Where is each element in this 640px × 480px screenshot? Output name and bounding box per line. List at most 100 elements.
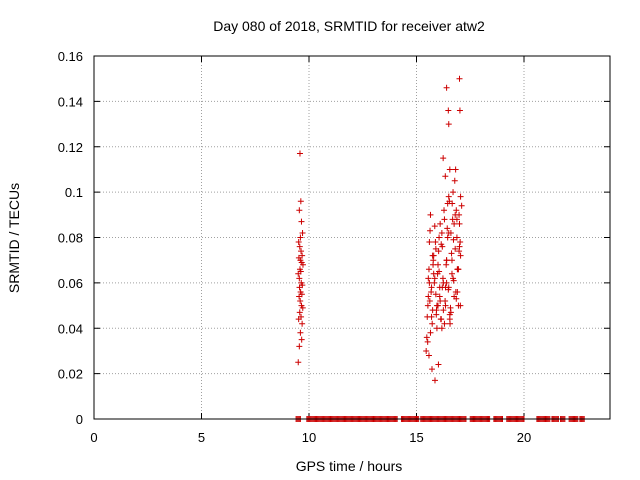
x-tick-label: 15 bbox=[409, 430, 423, 445]
data-point bbox=[427, 211, 434, 218]
data-point bbox=[296, 207, 303, 214]
y-tick-label: 0.02 bbox=[58, 367, 83, 382]
data-point bbox=[447, 320, 454, 327]
data-point bbox=[445, 107, 452, 114]
data-point bbox=[448, 257, 455, 264]
data-point bbox=[443, 257, 450, 264]
data-point bbox=[436, 268, 443, 275]
data-point bbox=[451, 177, 458, 184]
data-point bbox=[456, 220, 463, 227]
data-point bbox=[295, 359, 302, 366]
data-point bbox=[457, 302, 464, 309]
data-point bbox=[450, 275, 457, 282]
data-point bbox=[457, 252, 464, 259]
data-point bbox=[423, 334, 430, 341]
data-point bbox=[443, 84, 450, 91]
data-point bbox=[435, 361, 442, 368]
data-point bbox=[436, 284, 443, 291]
data-point bbox=[453, 295, 460, 302]
data-point bbox=[427, 329, 434, 336]
data-point bbox=[298, 248, 305, 255]
data-point bbox=[445, 193, 452, 200]
data-point bbox=[426, 239, 433, 246]
data-point bbox=[456, 248, 463, 255]
x-tick-label: 5 bbox=[198, 430, 205, 445]
data-point bbox=[295, 270, 302, 277]
data-point bbox=[425, 293, 432, 300]
data-point bbox=[441, 207, 448, 214]
data-point bbox=[445, 121, 452, 128]
data-point bbox=[441, 216, 448, 223]
data-point bbox=[438, 325, 445, 332]
data-point bbox=[456, 75, 463, 82]
x-axis-label: GPS time / hours bbox=[296, 458, 403, 474]
data-point bbox=[423, 347, 430, 354]
data-point bbox=[426, 279, 433, 286]
data-point bbox=[430, 261, 437, 268]
data-point bbox=[295, 239, 302, 246]
data-point bbox=[431, 275, 438, 282]
data-point bbox=[453, 216, 460, 223]
data-point bbox=[428, 288, 435, 295]
data-point bbox=[447, 309, 454, 316]
data-point bbox=[429, 320, 436, 327]
data-point bbox=[299, 229, 306, 236]
data-point bbox=[433, 311, 440, 318]
x-tick-label: 20 bbox=[517, 430, 531, 445]
data-point bbox=[438, 229, 445, 236]
data-point bbox=[453, 234, 460, 241]
data-point bbox=[441, 320, 448, 327]
data-point bbox=[297, 198, 304, 205]
data-point bbox=[295, 316, 302, 323]
data-point bbox=[458, 202, 465, 209]
data-point bbox=[444, 234, 451, 241]
y-tick-label: 0.16 bbox=[58, 49, 83, 64]
data-point bbox=[297, 329, 304, 336]
data-point bbox=[432, 245, 439, 252]
data-point bbox=[457, 193, 464, 200]
data-point bbox=[296, 275, 303, 282]
data-point bbox=[296, 293, 303, 300]
data-point bbox=[425, 275, 432, 282]
data-point bbox=[451, 220, 458, 227]
data-point bbox=[444, 225, 451, 232]
data-point bbox=[427, 227, 434, 234]
data-point bbox=[297, 234, 304, 241]
data-point bbox=[449, 200, 456, 207]
data-point bbox=[299, 261, 306, 268]
data-point bbox=[443, 279, 450, 286]
y-tick-label: 0.1 bbox=[65, 185, 83, 200]
data-point bbox=[430, 270, 437, 277]
data-point bbox=[442, 298, 449, 305]
data-point bbox=[296, 150, 303, 157]
data-point bbox=[433, 302, 440, 309]
data-point bbox=[452, 245, 459, 252]
data-point bbox=[453, 207, 460, 214]
data-point bbox=[426, 298, 433, 305]
axis-ticks: 0 5 10 15 20 0 0.02 0.04 0.06 0.08 0.1 0.12 0.14 0.16 bbox=[58, 49, 610, 445]
data-point bbox=[436, 234, 443, 241]
data-point bbox=[450, 189, 457, 196]
data-point bbox=[297, 298, 304, 305]
data-point bbox=[438, 241, 445, 248]
chart-title: Day 080 of 2018, SRMTID for receiver atw… bbox=[213, 18, 485, 34]
data-point bbox=[432, 291, 439, 298]
data-point bbox=[452, 166, 459, 173]
data-point bbox=[428, 366, 435, 373]
data-point bbox=[445, 229, 452, 236]
data-point bbox=[437, 220, 444, 227]
data-point bbox=[424, 338, 431, 345]
x-tick-label: 0 bbox=[90, 430, 97, 445]
data-point bbox=[298, 218, 305, 225]
data-point bbox=[296, 309, 303, 316]
data-point bbox=[432, 239, 439, 246]
data-point bbox=[437, 316, 444, 323]
data-point bbox=[442, 173, 449, 180]
y-tick-label: 0.14 bbox=[58, 94, 83, 109]
data-point bbox=[439, 275, 446, 282]
data-point bbox=[428, 313, 435, 320]
data-point bbox=[299, 252, 306, 259]
data-point bbox=[455, 266, 462, 273]
data-point bbox=[425, 266, 432, 273]
